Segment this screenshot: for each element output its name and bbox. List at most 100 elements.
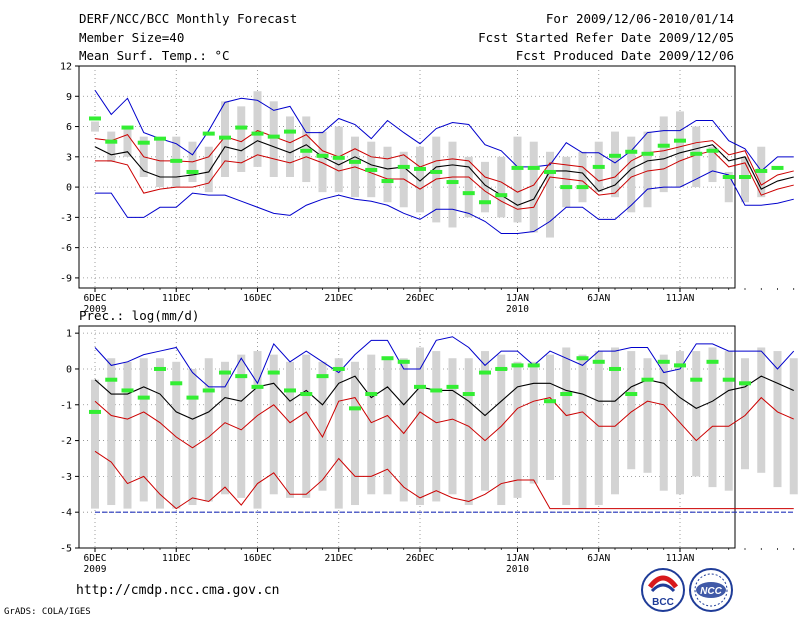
fcst-produced: Fcst Produced Date 2009/12/06 — [515, 48, 734, 63]
precip-observed-mark — [89, 409, 101, 414]
temp-spread-box — [448, 141, 457, 228]
precip-observed-mark — [381, 356, 394, 361]
precip-xtick-label: 11DEC — [162, 553, 191, 564]
precip-observed-mark — [251, 384, 264, 389]
temp-spread-box — [627, 136, 636, 213]
precip-spread-box — [237, 354, 246, 498]
precip-spread-box — [692, 351, 701, 477]
temp-observed-mark — [739, 175, 751, 179]
bcc-logo-text: BCC — [652, 597, 674, 608]
precip-spread-box — [724, 351, 733, 491]
precip-spread-box — [757, 347, 766, 473]
precip-spread-box — [789, 358, 798, 495]
temp-spread-box — [497, 156, 506, 218]
temp-xtick-label: 11JAN — [666, 293, 695, 304]
temp-observed-mark — [625, 149, 638, 154]
precip-spread-box — [123, 361, 132, 509]
precip-observed-mark — [706, 359, 719, 364]
precip-observed-mark — [722, 377, 735, 382]
precip-spread-box — [611, 347, 619, 495]
source-url[interactable]: http://cmdp.ncc.cma.gov.cn — [76, 583, 280, 598]
temp-spread-box — [107, 131, 116, 162]
precip-observed-mark — [137, 395, 150, 400]
precip-panel-label: Prec.: log(mm/d) — [79, 308, 199, 323]
precip-spread-box — [448, 358, 457, 495]
precip-spread-box — [529, 361, 538, 484]
precip-observed-mark — [332, 366, 345, 371]
precip-xtick-label: 11JAN — [666, 553, 695, 564]
precip-observed-mark — [186, 395, 199, 400]
temp-spread-box — [237, 106, 246, 172]
temp-observed-mark — [381, 179, 394, 184]
temp-observed-mark — [495, 193, 508, 198]
temp-xtick-label: 11DEC — [162, 293, 191, 304]
temp-xtick-label: 1JAN — [506, 293, 529, 304]
temp-observed-mark — [219, 135, 231, 140]
temp-ytick-label: -3 — [60, 213, 72, 224]
temp-observed-mark — [267, 134, 280, 139]
temp-year-label: 2009 — [84, 304, 107, 315]
precip-observed-mark — [365, 392, 378, 397]
temp-observed-mark — [170, 158, 183, 163]
temp-observed-mark — [462, 191, 475, 196]
precip-spread-box — [497, 354, 506, 506]
temp-spread-box — [578, 151, 587, 203]
temp-series-lower — [95, 150, 794, 210]
precip-ytick-label: -5 — [60, 544, 72, 555]
temp-observed-mark — [316, 153, 329, 158]
temp-spread-box — [546, 151, 554, 238]
precip-observed-mark — [235, 374, 248, 379]
grads-credit: GrADS: COLA/IGES — [4, 607, 91, 617]
precip-observed-mark — [397, 359, 410, 364]
precip-observed-mark — [657, 359, 670, 364]
precip-observed-mark — [527, 363, 540, 368]
temp-ytick-label: 9 — [66, 92, 72, 103]
precip-spread-box — [107, 358, 116, 506]
precip-spread-box — [741, 358, 749, 470]
temp-observed-mark — [527, 165, 540, 170]
precip-spread-box — [659, 354, 668, 491]
chart-title: DERF/NCC/BCC Monthly Forecast — [79, 11, 298, 26]
temp-observed-mark — [755, 168, 768, 173]
temp-xtick-label: 26DEC — [406, 293, 435, 304]
precip-spread-box — [221, 361, 229, 495]
precip-spread-box — [773, 351, 782, 488]
temp-observed-mark — [235, 125, 248, 130]
precip-series-lower — [94, 450, 794, 510]
temp-spread-box — [529, 141, 538, 233]
temp-spread-box — [269, 101, 278, 177]
temp-observed-mark — [544, 169, 556, 174]
temp-observed-mark — [154, 136, 166, 141]
temp-spread-box — [464, 156, 473, 218]
temp-xtick-label: 21DEC — [324, 293, 353, 304]
ncc-logo: NCC — [688, 567, 734, 613]
precip-spread-box — [513, 361, 522, 498]
precip-observed-mark — [300, 392, 313, 397]
precip-spread-box — [139, 358, 148, 502]
precip-xtick-label: 6DEC — [84, 553, 107, 564]
temp-xtick-label: 6DEC — [84, 293, 107, 304]
precip-observed-mark — [479, 370, 491, 375]
precip-spread-box — [708, 347, 717, 488]
precip-spread-box — [269, 354, 278, 495]
precip-spread-box — [204, 358, 213, 502]
precip-ytick-label: 0 — [66, 364, 72, 375]
temp-series-upper — [94, 130, 794, 193]
temp-xtick-label: 16DEC — [243, 293, 272, 304]
precip-observed-mark — [462, 392, 475, 397]
temp-observed-mark — [771, 165, 784, 170]
temp-observed-mark — [609, 153, 621, 158]
temp-observed-mark — [137, 140, 150, 145]
temp-spread-box — [643, 131, 652, 208]
temp-xtick-label: 6JAN — [587, 293, 610, 304]
temp-observed-mark — [576, 185, 589, 190]
temp-observed-mark — [479, 200, 491, 205]
precip-observed-mark — [641, 377, 654, 382]
precip-spread-box — [578, 354, 587, 509]
precip-plot-frame — [78, 325, 736, 549]
temp-panel-label: Mean Surf. Temp.: °C — [79, 48, 230, 63]
temp-observed-mark — [202, 131, 215, 136]
precip-spread-box — [334, 358, 343, 509]
member-size: Member Size=40 — [79, 30, 185, 45]
precip-observed-mark — [105, 377, 118, 382]
